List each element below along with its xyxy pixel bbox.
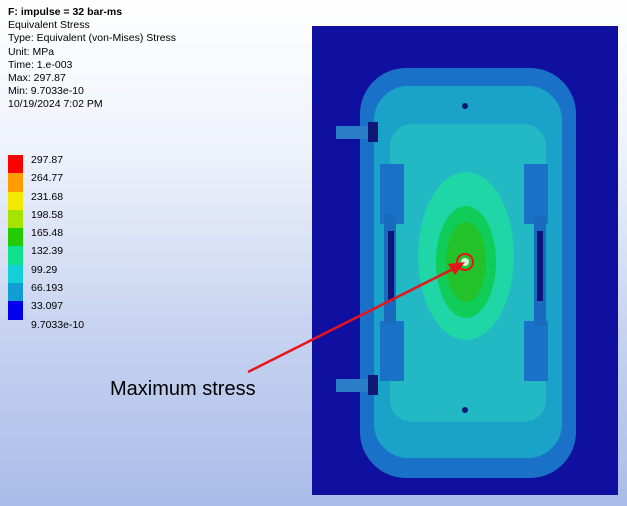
upper-left-bracket-end <box>368 122 378 142</box>
max-stress-point <box>461 258 469 266</box>
result-timestamp: 10/19/2024 7:02 PM <box>8 98 103 111</box>
right-stiffener-slot <box>524 321 548 381</box>
legend-swatch <box>8 301 23 320</box>
legend-swatch <box>8 173 23 192</box>
legend-min-label: 9.7033e-10 <box>31 318 85 331</box>
right-rib-slot <box>537 231 543 301</box>
legend-tick-label: 33.097 <box>31 300 64 313</box>
right-stiffener-slot <box>524 164 548 224</box>
upper-left-bracket <box>336 126 376 139</box>
lower-left-bracket <box>336 379 376 392</box>
legend-tick-label: 165.48 <box>31 227 64 240</box>
hole-marker <box>462 103 468 109</box>
left-rib-slot <box>388 231 394 301</box>
legend-swatch <box>8 264 23 284</box>
model-viewport[interactable] <box>312 26 618 495</box>
legend-tick-label: 99.29 <box>31 263 58 276</box>
legend-swatch <box>8 228 23 247</box>
legend-swatch <box>8 246 23 265</box>
lower-left-bracket-end <box>368 375 378 395</box>
legend-tick-label: 132.39 <box>31 245 64 258</box>
legend-swatch <box>8 191 23 210</box>
hole-marker <box>462 407 468 413</box>
legend-swatch <box>8 209 23 229</box>
result-type: Type: Equivalent (von-Mises) Stress <box>8 32 177 45</box>
legend-tick-label: 264.77 <box>31 172 64 185</box>
legend-tick-label: 231.68 <box>31 190 64 203</box>
legend-tick-label: 66.193 <box>31 282 64 295</box>
result-title: F: impulse = 32 bar-ms <box>8 6 123 18</box>
result-unit: Unit: MPa <box>8 45 55 58</box>
legend-swatch <box>8 283 23 302</box>
result-time: Time: 1.e-003 <box>8 58 73 71</box>
result-max: Max: 297.87 <box>8 72 66 85</box>
result-name: Equivalent Stress <box>8 19 90 32</box>
legend-tick-label: 198.58 <box>31 208 64 221</box>
result-min: Min: 9.7033e-10 <box>8 85 84 98</box>
legend-tick-label: 297.87 <box>31 154 64 166</box>
left-stiffener-slot <box>380 321 404 381</box>
result-info-panel: F: impulse = 32 bar-ms Equivalent Stress… <box>8 6 176 112</box>
max-stress-annotation: Maximum stress <box>110 378 256 400</box>
legend-swatch <box>8 155 23 174</box>
